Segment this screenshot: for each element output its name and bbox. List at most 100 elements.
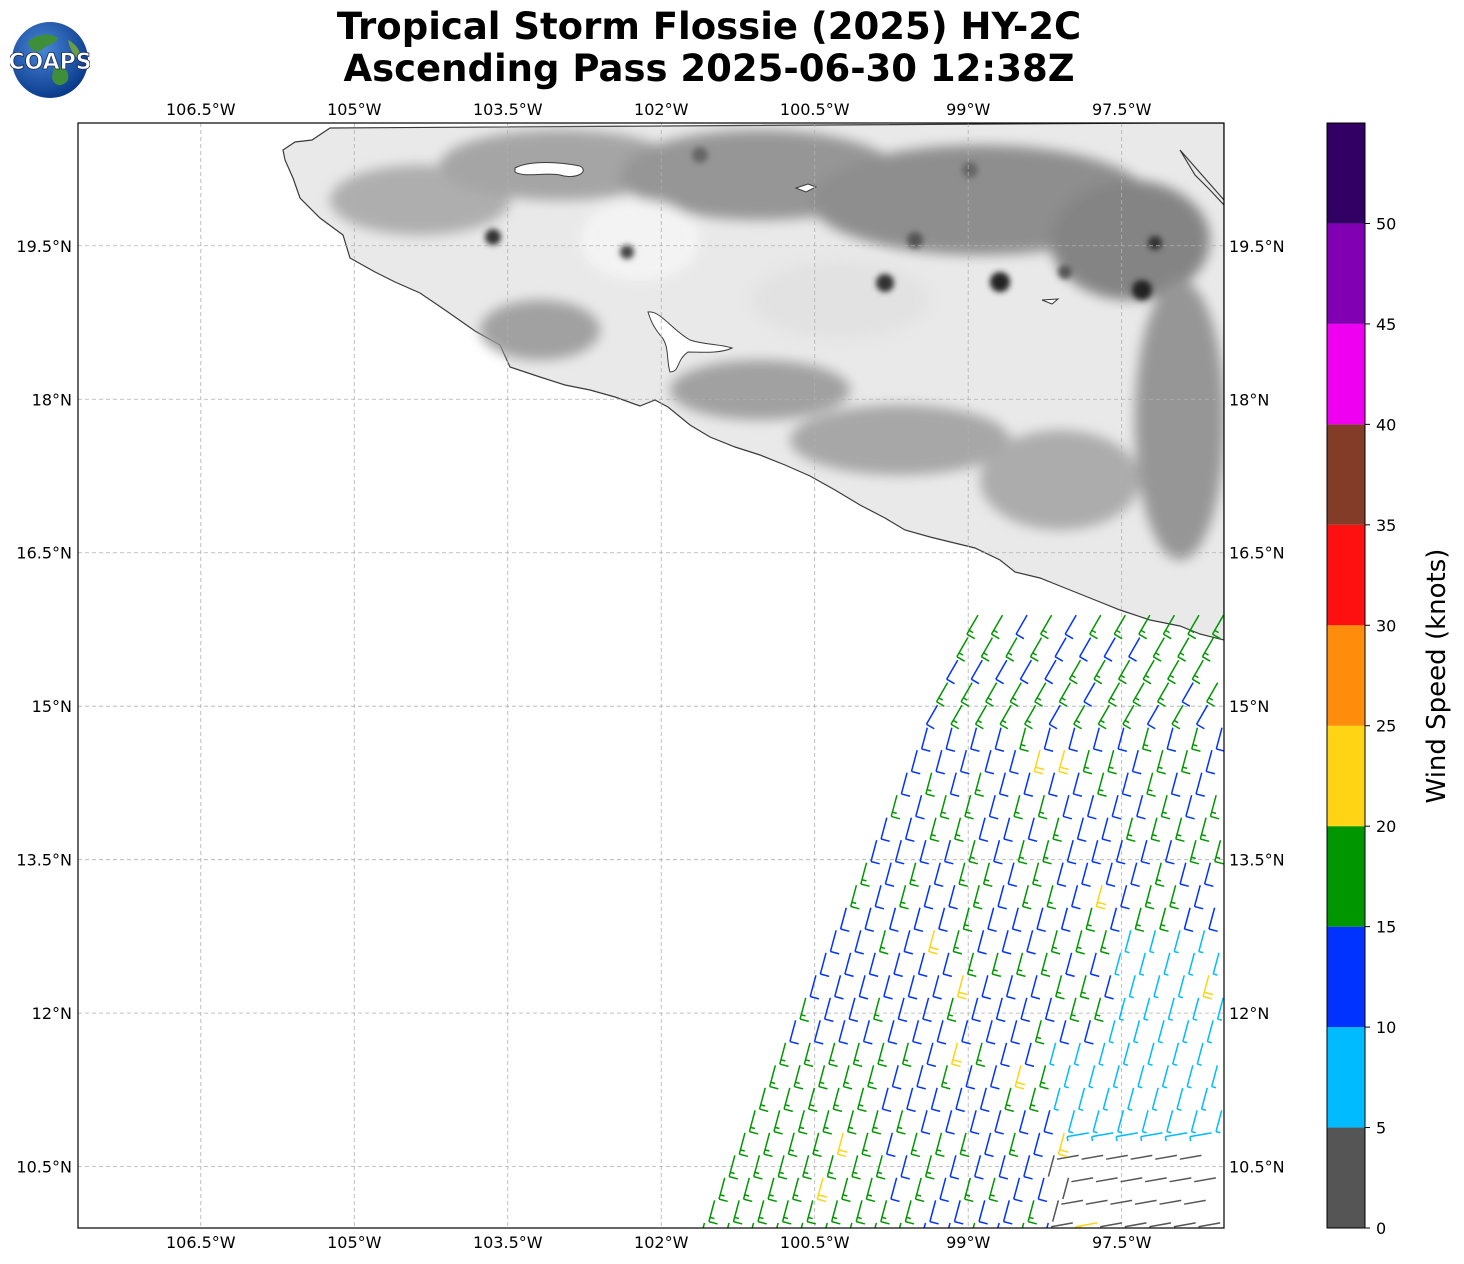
wind-barb (1124, 1222, 1147, 1228)
wind-barb (1011, 907, 1022, 933)
wind-barb (926, 1042, 937, 1068)
wind-barb (1120, 885, 1130, 910)
wind-barb (970, 659, 983, 685)
wind-barb (1060, 907, 1071, 933)
colorbar-bin (1327, 1127, 1365, 1228)
wind-barb (1024, 1042, 1035, 1068)
wind-barb (970, 727, 980, 752)
wind-barb (1002, 1200, 1013, 1225)
wind-barb (959, 1132, 970, 1158)
wind-barb (732, 1200, 743, 1225)
wind-barb (963, 1177, 974, 1203)
colorbar-tick-label: 45 (1376, 315, 1396, 334)
wind-barb (828, 1042, 838, 1068)
wind-barb (933, 862, 944, 888)
wind-barb (1141, 727, 1152, 752)
wind-barb (813, 1020, 824, 1045)
wind-barb (1164, 1132, 1188, 1142)
wind-barb (974, 772, 984, 798)
wind-barb (708, 1200, 718, 1225)
wind-barb (945, 727, 956, 752)
wind-barb (1092, 1110, 1100, 1134)
wind-barb (1133, 1020, 1141, 1044)
wind-barb (1171, 704, 1184, 730)
wind-barb (718, 1177, 728, 1203)
wind-barb (1100, 1222, 1123, 1228)
wind-barb (911, 1020, 922, 1045)
wind-barb (1198, 1222, 1221, 1228)
wind-barb (1103, 637, 1116, 662)
wind-barb (1130, 862, 1140, 888)
wind-barb (803, 1042, 814, 1068)
wind-barb (1081, 1154, 1104, 1160)
wind-barb (935, 1132, 945, 1158)
colorbar-tick-label: 40 (1376, 415, 1396, 434)
wind-barb (767, 1177, 778, 1203)
wind-barb (1105, 1154, 1128, 1160)
plot-title-line-1: Tropical Storm Flossie (2025) HY-2C (336, 5, 1082, 48)
logo-text: COAPS (10, 50, 90, 75)
wind-barb (825, 1222, 828, 1228)
wind-barb (1092, 727, 1103, 752)
wind-barb (1069, 997, 1080, 1023)
wind-barb (1130, 1154, 1153, 1160)
wind-barb (925, 704, 939, 730)
wind-barb (949, 1155, 960, 1180)
wind-barb (995, 997, 1006, 1023)
wind-barb (1019, 727, 1029, 752)
wind-barb (916, 1065, 926, 1090)
wind-barb (1013, 795, 1023, 820)
wind-barb (1112, 1065, 1120, 1089)
wind-barb (1167, 659, 1180, 685)
wind-barb (871, 1110, 882, 1135)
wind-barb (966, 952, 977, 978)
wind-barb (1020, 997, 1030, 1023)
wind-barb (874, 1222, 878, 1228)
wind-barb (1019, 659, 1033, 685)
wind-barb (952, 930, 963, 955)
wind-barb (1140, 840, 1150, 865)
wind-barb (1118, 997, 1126, 1021)
wind-barb (972, 885, 983, 910)
wind-barb (1057, 1132, 1069, 1158)
wind-barb (971, 997, 981, 1023)
wind-barb (1107, 749, 1117, 775)
wind-barb (1064, 614, 1077, 640)
colorbar-tick-label: 50 (1376, 214, 1396, 233)
wind-barb (878, 930, 889, 955)
wind-barb (1216, 997, 1224, 1021)
wind-barb (1152, 637, 1165, 662)
wind-barb (1198, 930, 1206, 954)
wind-barb (874, 885, 885, 910)
wind-barb (985, 1020, 996, 1045)
wind-barb (818, 1065, 828, 1090)
wind-barb (1049, 1042, 1057, 1066)
wind-barb (1012, 1177, 1023, 1203)
lat-tick-label-left: 19.5°N (16, 237, 72, 256)
wind-barb (1134, 1199, 1157, 1205)
wind-barb (1072, 772, 1083, 798)
wind-barb (849, 885, 860, 910)
lon-tick-label-bottom: 97.5°W (1092, 1233, 1152, 1252)
wind-barb (1177, 975, 1185, 999)
wind-barb (974, 1155, 984, 1180)
wind-barb (1206, 682, 1219, 707)
wind-barb (862, 1020, 873, 1045)
wind-barb (1032, 862, 1042, 888)
wind-barb (1094, 997, 1104, 1023)
wind-barb (1201, 637, 1215, 662)
wind-barb (1156, 749, 1166, 775)
wind-barb (752, 1155, 763, 1180)
wind-barb (851, 1155, 861, 1180)
wind-barb (1065, 952, 1075, 978)
wind-barb (982, 862, 993, 888)
wind-barb (1090, 1132, 1114, 1142)
wind-barb (1164, 840, 1175, 865)
wind-barb (1108, 1020, 1116, 1044)
land-terrain (282, 123, 1224, 641)
wind-barb (830, 1200, 841, 1225)
wind-barb (960, 682, 973, 707)
wind-barb (1187, 614, 1200, 640)
colorbar-tick-label: 35 (1376, 516, 1396, 535)
wind-barb (1120, 1177, 1143, 1183)
